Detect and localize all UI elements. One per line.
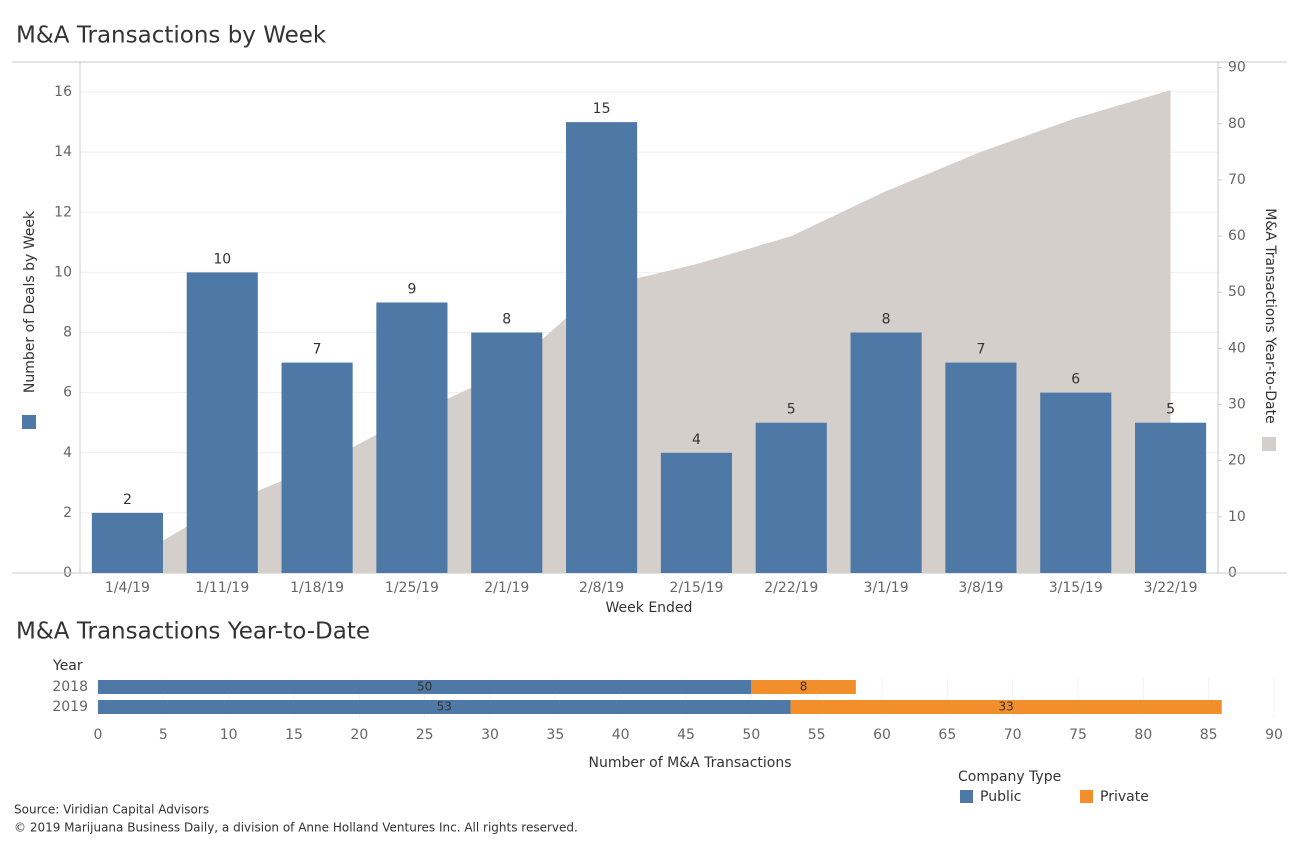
source-note: Source: Viridian Capital Advisors	[14, 803, 209, 817]
copyright-note: © 2019 Marijuana Business Daily, a divis…	[14, 821, 578, 835]
x-tick-label: 65	[938, 727, 956, 743]
segment-value-label: 53	[437, 700, 452, 714]
legend-swatch	[1080, 790, 1093, 803]
y2-axis-title: M&A Transactions Year-to-Date	[1262, 208, 1278, 423]
bar-value-label: 8	[502, 312, 511, 328]
x-tick-label: 75	[1069, 727, 1087, 743]
x-tick-label: 2/15/19	[669, 580, 723, 596]
x-tick-label: 2/22/19	[764, 580, 818, 596]
bar	[1040, 392, 1112, 573]
x-tick-label: 1/18/19	[290, 580, 344, 596]
x-tick-label: 3/8/19	[958, 580, 1003, 596]
y-tick-label: 12	[54, 204, 72, 220]
y-tick-label: 6	[63, 385, 72, 401]
y-tick-label: 8	[63, 325, 72, 341]
x-tick-label: 3/22/19	[1144, 580, 1198, 596]
bar-value-label: 2	[123, 492, 132, 508]
bar	[471, 332, 543, 573]
bar-value-label: 15	[593, 101, 611, 117]
bar	[376, 302, 448, 573]
x-tick-label: 45	[677, 727, 695, 743]
x-axis-title: Number of M&A Transactions	[588, 755, 791, 771]
y2-tick-label: 10	[1228, 509, 1246, 525]
bar	[755, 422, 827, 573]
y2-tick-label: 20	[1228, 453, 1246, 469]
bar	[91, 512, 163, 573]
bar	[660, 452, 732, 573]
legend-label: Private	[1100, 789, 1149, 805]
y2-tick-label: 80	[1228, 116, 1246, 132]
legend-swatch	[960, 790, 973, 803]
x-tick-label: 55	[808, 727, 826, 743]
x-tick-label: 70	[1004, 727, 1022, 743]
segment-value-label: 8	[800, 680, 808, 694]
bar	[566, 122, 638, 573]
x-tick-label: 50	[742, 727, 760, 743]
x-tick-label: 0	[94, 727, 103, 743]
bar-value-label: 4	[692, 432, 701, 448]
y2-tick-label: 40	[1228, 340, 1246, 356]
y2-tick-label: 30	[1228, 397, 1246, 413]
bar	[945, 362, 1017, 573]
y-tick-label: 10	[54, 264, 72, 280]
bar-value-label: 7	[313, 342, 322, 358]
x-tick-label: 20	[350, 727, 368, 743]
x-tick-label: 90	[1265, 727, 1283, 743]
bar-value-label: 5	[787, 402, 796, 418]
x-tick-label: 10	[220, 727, 238, 743]
bar-value-label: 6	[1071, 372, 1080, 388]
x-tick-label: 5	[159, 727, 168, 743]
segment-value-label: 33	[998, 700, 1013, 714]
bar-value-label: 7	[976, 342, 985, 358]
x-tick-label: 3/15/19	[1049, 580, 1103, 596]
y-tick-label: 2	[63, 505, 72, 521]
bar-value-label: 10	[213, 251, 231, 267]
x-tick-label: 25	[416, 727, 434, 743]
x-tick-label: 2/8/19	[579, 580, 624, 596]
bar-segment	[98, 700, 791, 714]
y-tick-label: 2018	[52, 679, 88, 695]
bar-value-label: 5	[1166, 402, 1175, 418]
x-tick-label: 80	[1134, 727, 1152, 743]
bar	[281, 362, 353, 573]
x-tick-label: 2/1/19	[484, 580, 529, 596]
y2-tick-label: 90	[1228, 60, 1246, 76]
legend-label: Public	[980, 789, 1021, 805]
bar	[850, 332, 922, 573]
y-tick-label: 2019	[52, 699, 88, 715]
bar-value-label: 8	[882, 312, 891, 328]
bar-segment	[751, 680, 856, 694]
x-tick-label: 60	[873, 727, 891, 743]
y-axis-title: Number of Deals by Week	[22, 210, 38, 393]
y-tick-label: 4	[63, 445, 72, 461]
x-tick-label: 15	[285, 727, 303, 743]
y2-tick-label: 70	[1228, 172, 1246, 188]
chart-title: M&A Transactions Year-to-Date	[16, 619, 370, 645]
x-tick-label: 85	[1200, 727, 1218, 743]
y2-tick-label: 50	[1228, 284, 1246, 300]
x-tick-label: 3/1/19	[864, 580, 909, 596]
segment-value-label: 50	[417, 680, 432, 694]
bar-segment	[790, 700, 1222, 714]
bar-segment	[98, 680, 752, 694]
y-tick-label: 14	[54, 144, 72, 160]
legend-title: Company Type	[958, 769, 1061, 785]
x-tick-label: 1/25/19	[385, 580, 439, 596]
x-tick-label: 30	[481, 727, 499, 743]
x-tick-label: 1/11/19	[195, 580, 249, 596]
bar	[186, 272, 258, 573]
x-tick-label: 40	[612, 727, 630, 743]
y2-tick-label: 60	[1228, 228, 1246, 244]
legend-swatch	[1262, 437, 1276, 451]
chart-title: M&A Transactions by Week	[16, 23, 327, 49]
category-header: Year	[52, 658, 83, 674]
bar-value-label: 9	[407, 281, 416, 297]
bar	[1135, 422, 1207, 573]
x-tick-label: 35	[546, 727, 564, 743]
x-axis-title: Week Ended	[606, 600, 693, 616]
x-tick-label: 1/4/19	[105, 580, 150, 596]
y-tick-label: 16	[54, 84, 72, 100]
legend-swatch	[22, 415, 36, 429]
